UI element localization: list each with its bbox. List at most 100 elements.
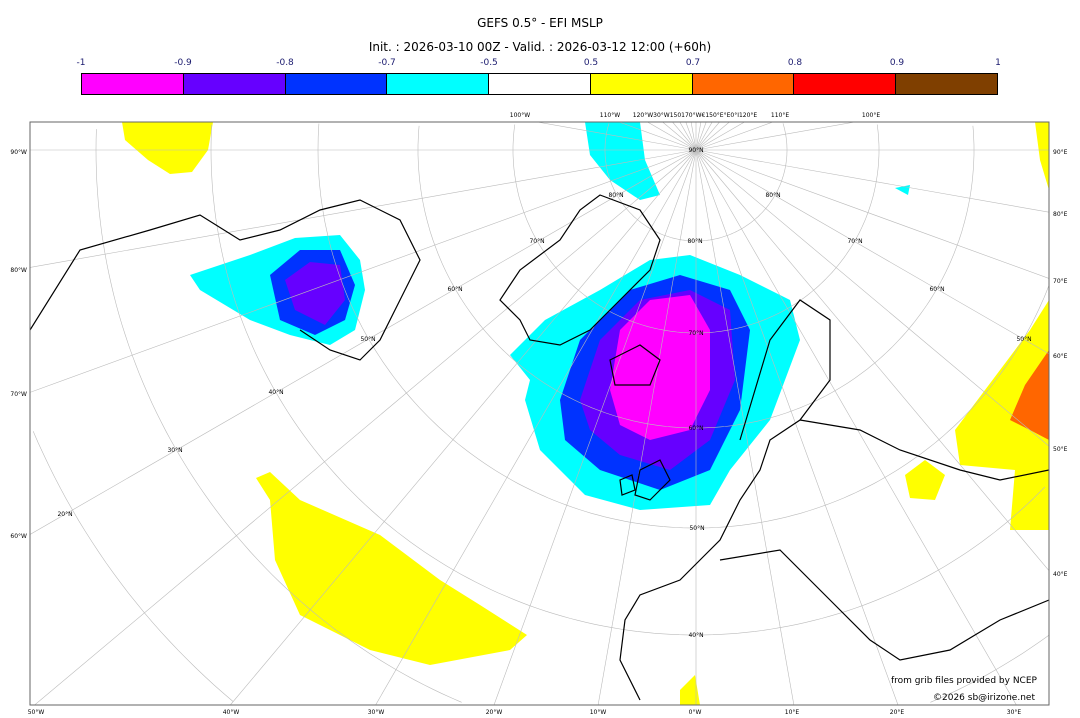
- meridian-line: [695, 149, 1049, 279]
- chart-title: GEFS 0.5° - EFI MSLP: [477, 16, 603, 30]
- colorbar-segment: [692, 74, 795, 94]
- latitude-circle: [695, 486, 1046, 636]
- meridian-line: [695, 122, 730, 151]
- axis-label: 30°W: [368, 709, 385, 716]
- meridian-line: [695, 122, 745, 151]
- axis-label: 110°W: [600, 112, 620, 119]
- colorbar-segment: [489, 74, 591, 94]
- axis-label: 80°E: [1053, 211, 1068, 218]
- graticule: [30, 122, 1049, 705]
- axis-label: 90°E: [1053, 149, 1068, 156]
- copyright-credit: ©2026 sb@irizone.net: [933, 693, 1035, 703]
- axis-label: 60°N: [929, 286, 944, 293]
- axis-label: 90°W: [10, 149, 27, 156]
- axis-label: 50°E: [1053, 446, 1068, 453]
- axis-label: 30°N: [167, 447, 182, 454]
- axis-label: 80°W: [10, 267, 27, 274]
- meridian-line: [695, 149, 1049, 447]
- axis-label: 120°W30°W150170°W€150°E°E0°I120°E: [633, 112, 758, 119]
- colorbar-tick-label: 0.8: [787, 58, 803, 68]
- latitude-circle: [512, 124, 696, 334]
- latitude-circle: [696, 124, 880, 334]
- axis-label: 0°W: [689, 709, 702, 716]
- latitude-circle: [696, 125, 975, 429]
- axis-label: 100°E: [862, 112, 880, 119]
- meridian-line: [618, 122, 697, 151]
- meridian-line: [493, 149, 697, 705]
- latitude-circle: [695, 285, 1049, 529]
- axis-label: 80°N: [608, 192, 623, 199]
- axis-label: 60°N: [688, 425, 703, 432]
- source-credit: from grib files provided by NCEP: [891, 676, 1037, 686]
- map-frame: [29, 121, 1050, 706]
- meridian-line: [690, 122, 697, 151]
- coastlines: [30, 194, 1049, 701]
- axis-label: 70°N: [688, 330, 703, 337]
- colorbar-segment: [82, 74, 184, 94]
- colorbar-tick-label: 0.9: [889, 58, 905, 68]
- colorbar-tick-label: -0.5: [480, 58, 498, 68]
- colorbar-segment: [387, 74, 490, 94]
- meridian-line: [30, 149, 697, 393]
- axis-label: 80°N: [765, 192, 780, 199]
- axis-label: 70°N: [529, 238, 544, 245]
- colorbar-tick-label: -0.7: [378, 58, 396, 68]
- colorbar-segment: [183, 74, 286, 94]
- meridian-line: [695, 122, 855, 151]
- axis-label: 40°E: [1053, 571, 1068, 578]
- axis-label: 40°W: [223, 709, 240, 716]
- axis-label: 40°N: [268, 389, 283, 396]
- colorbar: [81, 73, 998, 95]
- axis-label: 50°N: [360, 336, 375, 343]
- efi-area-magenta-atlantic: [610, 295, 710, 440]
- axis-label: 60°W: [10, 533, 27, 540]
- colorbar-tick-label: 1: [995, 58, 1001, 68]
- axis-label: 50°W: [28, 709, 45, 716]
- efi-area-yellow-east: [680, 122, 1049, 705]
- axis-label: 80°N: [687, 238, 702, 245]
- chart-subtitle: Init. : 2026-03-10 00Z - Valid. : 2026-0…: [368, 40, 712, 54]
- efi-area-yellow-atlantic: [256, 472, 527, 665]
- latitude-circle: [95, 129, 462, 703]
- meridian-line: [375, 149, 697, 705]
- meridian-line: [695, 149, 1017, 705]
- latitude-circle: [317, 123, 697, 529]
- meridian-line: [695, 122, 702, 151]
- latitude-circle: [417, 125, 696, 429]
- axis-label: 50°N: [1016, 336, 1031, 343]
- meridian-line: [695, 149, 1049, 355]
- colorbar-tick-label: 0.5: [583, 58, 599, 68]
- axis-label: 100°W: [510, 112, 530, 119]
- axis-label: 20°N: [57, 511, 72, 518]
- meridian-line: [34, 149, 697, 705]
- meridian-line: [695, 149, 1049, 571]
- axis-label: 10°W: [590, 709, 607, 716]
- meridian-line: [597, 149, 697, 705]
- efi-shading: [122, 122, 1049, 705]
- meridian-line: [685, 122, 697, 151]
- meridian-line: [662, 122, 697, 151]
- latitude-circle: [32, 431, 234, 702]
- meridian-line: [695, 122, 707, 151]
- efi-area-orange-east: [1010, 350, 1049, 440]
- colorbar-segment: [590, 74, 693, 94]
- meridian-line: [537, 122, 697, 151]
- axis-label: 10°E: [785, 709, 800, 716]
- axis-label: 110°E: [771, 112, 789, 119]
- axis-label: 40°N: [688, 632, 703, 639]
- meridian-line: [695, 149, 899, 705]
- meridian-line: [679, 122, 697, 151]
- latitude-circle: [210, 124, 697, 636]
- latitude-circle: [930, 635, 1049, 703]
- axis-label: 90°N: [688, 147, 703, 154]
- meridian-line: [672, 122, 697, 151]
- colorbar-tick-label: -0.9: [174, 58, 192, 68]
- meridian-line: [30, 149, 697, 535]
- axis-label: 70°W: [10, 391, 27, 398]
- colorbar-segment: [794, 74, 897, 94]
- axis-label: 70°E: [1053, 278, 1068, 285]
- meridian-line: [230, 149, 697, 705]
- meridian-line: [695, 122, 713, 151]
- axis-label: 60°N: [447, 286, 462, 293]
